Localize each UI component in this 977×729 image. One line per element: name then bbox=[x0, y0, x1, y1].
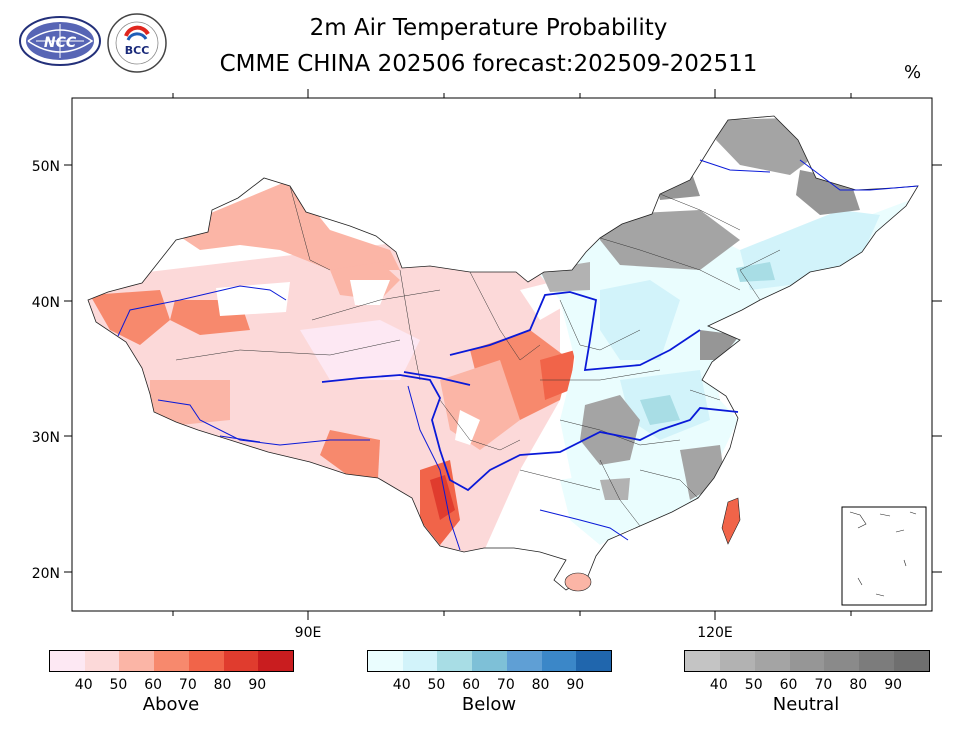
neutral-swatch-4 bbox=[824, 651, 860, 671]
above-tick-50: 50 bbox=[109, 677, 128, 693]
below-swatch-2 bbox=[437, 651, 473, 671]
below-tick-40: 40 bbox=[392, 677, 411, 693]
lon-label-120e: 120E bbox=[697, 625, 733, 641]
below-tick-50: 50 bbox=[427, 677, 446, 693]
rivers bbox=[321, 291, 739, 492]
lat-label-30n: 30N bbox=[32, 430, 60, 446]
neutral-tick-70: 70 bbox=[814, 677, 833, 693]
bcc-logo: BCC bbox=[107, 13, 167, 73]
below-tick-60: 60 bbox=[462, 677, 481, 693]
above-tick-60: 60 bbox=[144, 677, 163, 693]
map-title: 2m Air Temperature Probability bbox=[309, 15, 668, 41]
neutral-tick-80: 80 bbox=[849, 677, 868, 693]
minor-rivers bbox=[117, 159, 919, 551]
neutral-swatch-2 bbox=[754, 651, 790, 671]
below-tick-80: 80 bbox=[531, 677, 550, 693]
above-label: Above bbox=[142, 694, 200, 715]
lat-label-40n: 40N bbox=[32, 295, 60, 311]
below-label: Below bbox=[461, 694, 517, 715]
unit-label: % bbox=[904, 62, 922, 83]
taiwan bbox=[721, 497, 741, 545]
above-swatch-2 bbox=[119, 651, 155, 671]
map-subtitle: CMME CHINA 202506 forecast:202509-202511 bbox=[219, 51, 758, 77]
above-tick-80: 80 bbox=[213, 677, 232, 693]
south-china-sea-inset bbox=[841, 506, 927, 606]
neutral-swatch-1 bbox=[719, 651, 755, 671]
above-swatch-4 bbox=[188, 651, 224, 671]
svg-text:NCC: NCC bbox=[44, 35, 77, 51]
province-borders bbox=[175, 185, 781, 527]
hainan bbox=[564, 572, 592, 592]
below-swatch-1 bbox=[402, 651, 438, 671]
below-swatch-4 bbox=[506, 651, 542, 671]
neutral-tick-90: 90 bbox=[884, 677, 903, 693]
above-swatch-3 bbox=[154, 651, 189, 671]
above-tick-90: 90 bbox=[248, 677, 267, 693]
lon-label-90e: 90E bbox=[295, 625, 322, 641]
neutral-colorbar: 40 50 60 70 80 90 Neutral bbox=[684, 650, 930, 715]
neutral-tick-40: 40 bbox=[709, 677, 728, 693]
below-tick-90: 90 bbox=[566, 677, 585, 693]
above-colorbar: 40 50 60 70 80 90 Above bbox=[49, 650, 294, 715]
ncc-logo: NCC bbox=[19, 16, 101, 66]
svg-text:BCC: BCC bbox=[125, 44, 150, 57]
neutral-swatch-3 bbox=[789, 651, 825, 671]
neutral-label: Neutral bbox=[772, 694, 840, 715]
below-swatch-3 bbox=[472, 651, 507, 671]
above-swatch-5 bbox=[223, 651, 259, 671]
neutral-tick-50: 50 bbox=[744, 677, 763, 693]
axis-ticks bbox=[64, 89, 942, 620]
neutral-tick-60: 60 bbox=[779, 677, 798, 693]
below-colorbar: 40 50 60 70 80 90 Below bbox=[367, 650, 612, 715]
neutral-swatch-5 bbox=[859, 651, 895, 671]
above-swatch-0 bbox=[50, 651, 85, 671]
above-tick-70: 70 bbox=[178, 677, 197, 693]
below-swatch-0 bbox=[368, 651, 403, 671]
above-swatch-6 bbox=[258, 651, 293, 671]
below-tick-70: 70 bbox=[496, 677, 515, 693]
below-swatch-5 bbox=[541, 651, 577, 671]
neutral-swatch-6 bbox=[894, 651, 929, 671]
lat-label-20n: 20N bbox=[32, 566, 60, 582]
lat-label-50n: 50N bbox=[32, 159, 60, 175]
above-tick-40: 40 bbox=[74, 677, 93, 693]
neutral-swatch-0 bbox=[685, 651, 720, 671]
below-swatch-6 bbox=[576, 651, 611, 671]
above-swatch-1 bbox=[84, 651, 120, 671]
